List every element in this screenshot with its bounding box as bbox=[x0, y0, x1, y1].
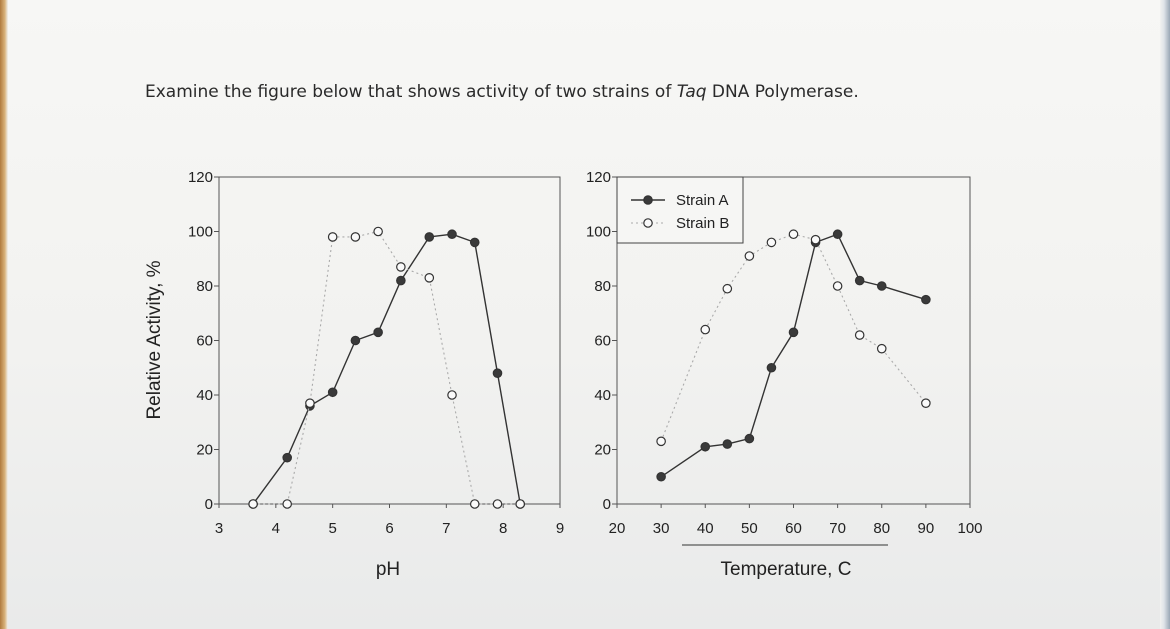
data-point bbox=[350, 335, 361, 346]
data-point bbox=[492, 368, 503, 378]
data-point bbox=[744, 251, 755, 261]
page-edge-right bbox=[1160, 0, 1170, 629]
data-point bbox=[700, 324, 711, 335]
data-point bbox=[744, 433, 755, 444]
x-tick-label: 90 bbox=[918, 520, 935, 537]
series-line bbox=[660, 233, 927, 442]
y-tick-label: 40 bbox=[196, 387, 213, 404]
series-line bbox=[252, 233, 521, 505]
y-tick-label: 40 bbox=[594, 387, 611, 404]
x-tick-label: 30 bbox=[653, 520, 670, 537]
question-text: Examine the figure below that shows acti… bbox=[145, 82, 859, 102]
data-point bbox=[469, 237, 480, 248]
data-point bbox=[700, 441, 711, 452]
y-tick-label: 80 bbox=[196, 278, 213, 295]
data-point bbox=[447, 229, 457, 240]
data-point bbox=[722, 439, 733, 449]
data-point bbox=[373, 226, 383, 237]
data-point bbox=[305, 398, 315, 408]
data-point bbox=[656, 436, 666, 447]
data-point bbox=[876, 343, 887, 354]
temperature-chart: 0 20 40 60 80 100 120 20 30 40 50 60 70 80 90 100 Temper… bbox=[586, 169, 983, 580]
x-axis-label: pH bbox=[376, 559, 400, 580]
data-point bbox=[921, 294, 931, 305]
y-tick-label: 0 bbox=[205, 496, 213, 513]
data-point bbox=[766, 362, 777, 373]
data-point bbox=[248, 499, 258, 509]
y-tick-label: 60 bbox=[594, 333, 611, 350]
data-point bbox=[810, 234, 821, 245]
question-text-before: Examine the figure below that shows acti… bbox=[145, 82, 677, 102]
data-point bbox=[788, 327, 799, 338]
data-point bbox=[722, 283, 733, 294]
ph-chart: 0 20 40 60 80 100 120 3 4 5 6 7 8 9 pH Relative Activit… bbox=[144, 169, 564, 580]
data-point bbox=[766, 237, 777, 248]
y-axis-label: Relative Activity, % bbox=[144, 260, 165, 419]
x-tick-label: 8 bbox=[499, 520, 507, 537]
data-point bbox=[656, 471, 666, 482]
x-tick-label: 40 bbox=[697, 520, 714, 537]
question-text-after: DNA Polymerase. bbox=[706, 82, 859, 102]
data-point bbox=[921, 398, 931, 408]
series-line bbox=[660, 233, 927, 478]
x-tick-label: 3 bbox=[215, 520, 223, 537]
x-tick-label: 70 bbox=[829, 520, 846, 537]
data-point bbox=[832, 281, 843, 291]
y-tick-label: 100 bbox=[188, 224, 213, 241]
data-point bbox=[469, 499, 480, 509]
data-point bbox=[492, 499, 503, 509]
x-tick-label: 4 bbox=[272, 520, 280, 537]
page-edge-left bbox=[0, 0, 8, 629]
data-point bbox=[515, 499, 526, 509]
x-tick-label: 80 bbox=[873, 520, 890, 537]
x-axis-label: Temperature, C bbox=[721, 559, 852, 580]
data-point bbox=[327, 387, 338, 398]
y-tick-label: 20 bbox=[594, 442, 611, 459]
x-tick-label: 9 bbox=[556, 520, 564, 537]
data-point bbox=[876, 281, 887, 291]
y-tick-label: 100 bbox=[586, 224, 611, 241]
legend-label: Strain A bbox=[676, 192, 729, 209]
y-tick-label: 60 bbox=[196, 333, 213, 350]
data-point bbox=[447, 390, 457, 400]
x-tick-label: 5 bbox=[328, 520, 336, 537]
y-tick-label: 80 bbox=[594, 278, 611, 295]
data-point bbox=[282, 452, 292, 463]
data-point bbox=[832, 229, 843, 240]
y-tick-label: 120 bbox=[586, 169, 611, 186]
data-point bbox=[854, 330, 865, 340]
x-tick-label: 7 bbox=[442, 520, 450, 537]
data-point bbox=[327, 232, 338, 242]
data-point bbox=[854, 275, 865, 286]
question-text-italic: Taq bbox=[676, 82, 707, 102]
legend-marker bbox=[643, 195, 653, 205]
legend-box bbox=[616, 176, 744, 244]
data-point bbox=[424, 232, 435, 242]
data-point bbox=[282, 499, 292, 509]
x-tick-label: 50 bbox=[741, 520, 758, 537]
data-point bbox=[396, 275, 406, 286]
plot-frame bbox=[218, 176, 561, 505]
data-point bbox=[396, 262, 406, 272]
legend-marker bbox=[643, 218, 653, 228]
x-tick-label: 60 bbox=[785, 520, 802, 537]
x-tick-label: 6 bbox=[385, 520, 393, 537]
data-point bbox=[373, 327, 383, 338]
y-tick-label: 0 bbox=[603, 496, 611, 513]
y-tick-label: 120 bbox=[188, 169, 213, 186]
data-point bbox=[350, 232, 361, 242]
y-tick-label: 20 bbox=[196, 442, 213, 459]
series-line bbox=[253, 230, 521, 505]
legend-label: Strain B bbox=[676, 215, 729, 232]
data-point bbox=[424, 273, 435, 283]
x-tick-label: 20 bbox=[609, 520, 626, 537]
x-tick-label: 100 bbox=[957, 520, 982, 537]
data-point bbox=[788, 229, 799, 240]
